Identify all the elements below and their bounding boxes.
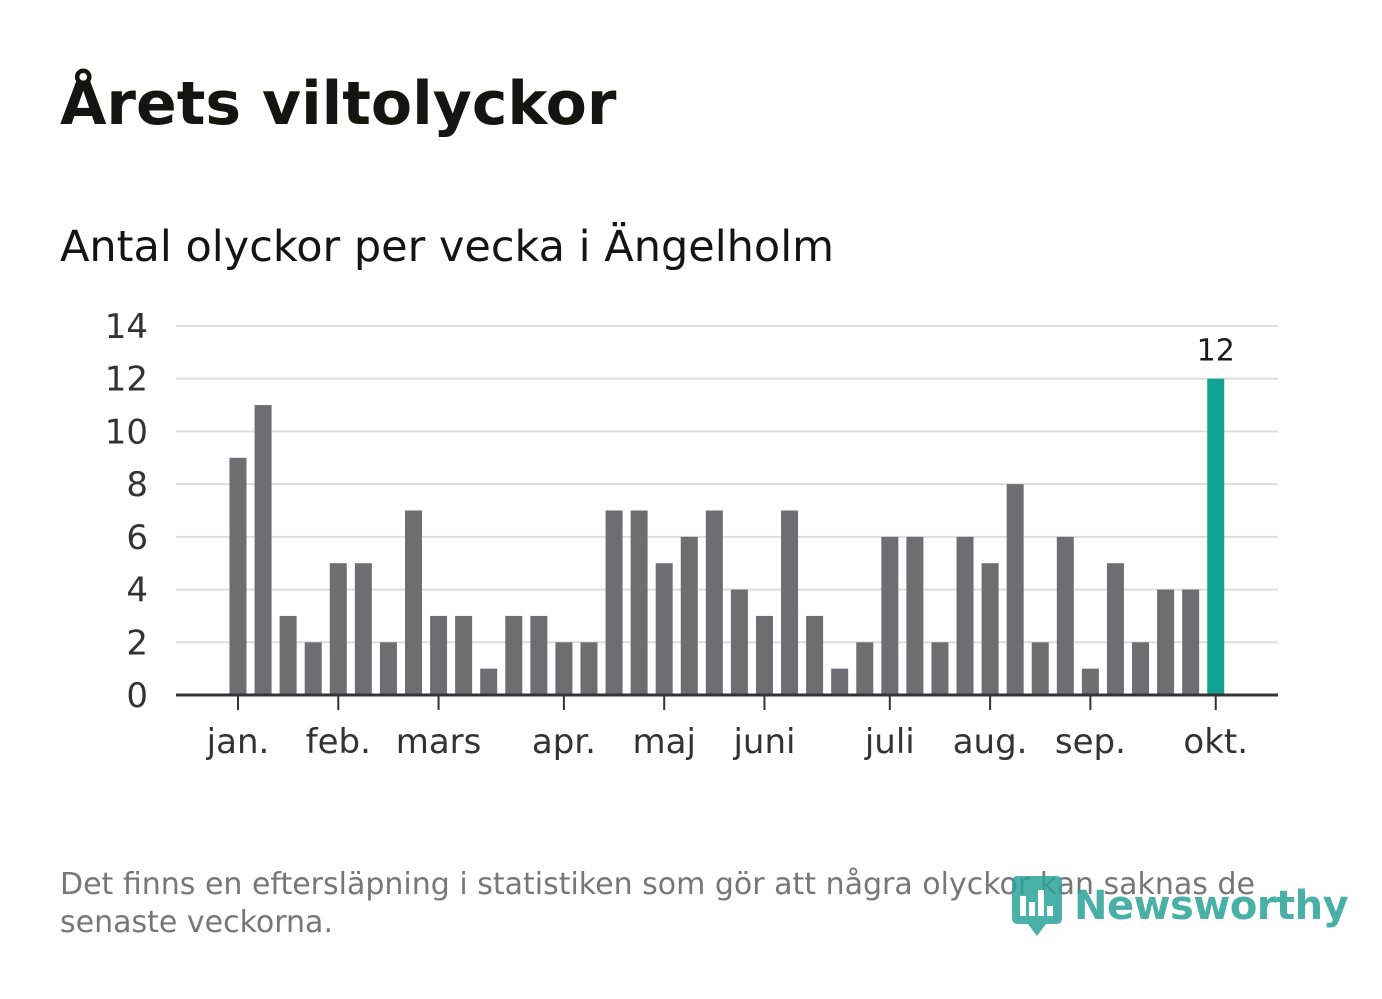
bars xyxy=(229,378,1225,695)
bar xyxy=(580,642,598,695)
bar xyxy=(630,510,648,695)
bar xyxy=(755,615,773,695)
bar xyxy=(956,536,974,695)
newsworthy-logo[interactable]: Newsworthy xyxy=(1010,874,1349,938)
newsworthy-logo-text: Newsworthy xyxy=(1074,883,1349,929)
bar xyxy=(680,536,698,695)
data-labels: 12 xyxy=(1197,334,1235,369)
bar xyxy=(1157,589,1175,695)
bar xyxy=(229,457,247,695)
bar xyxy=(981,563,999,695)
y-tick-label: 2 xyxy=(126,623,148,663)
bar xyxy=(1056,536,1074,695)
bar xyxy=(1006,484,1024,695)
bar xyxy=(781,510,799,695)
bar xyxy=(379,642,397,695)
bar xyxy=(279,615,297,695)
bar xyxy=(430,615,448,695)
bar xyxy=(404,510,422,695)
y-tick-label: 14 xyxy=(105,307,148,347)
highlight-value-label: 12 xyxy=(1197,334,1235,369)
bar xyxy=(881,536,899,695)
bar xyxy=(505,615,523,695)
bar xyxy=(455,615,473,695)
bar xyxy=(1132,642,1150,695)
bar xyxy=(931,642,949,695)
x-tick-label: sep. xyxy=(1055,722,1126,762)
y-tick-label: 10 xyxy=(105,412,148,452)
bar xyxy=(354,563,372,695)
bar xyxy=(655,563,673,695)
x-axis-ticks: jan. feb. mars apr. maj juni juli aug. sep. okt. xyxy=(206,695,1248,762)
bar xyxy=(605,510,623,695)
x-tick-label: mars xyxy=(396,722,482,762)
y-axis-ticks: 0 2 4 6 8 10 12 14 xyxy=(105,307,148,716)
bar xyxy=(329,563,347,695)
bar xyxy=(730,589,748,695)
x-tick-label: apr. xyxy=(532,722,596,762)
y-tick-label: 12 xyxy=(105,360,148,400)
y-tick-label: 4 xyxy=(126,571,148,611)
x-tick-label: juni xyxy=(732,722,795,762)
bar xyxy=(1182,589,1200,695)
bar xyxy=(906,536,924,695)
x-tick-label: feb. xyxy=(306,722,371,762)
bar-highlight xyxy=(1207,378,1225,695)
x-tick-label: aug. xyxy=(953,722,1028,762)
y-tick-label: 6 xyxy=(126,518,148,558)
bar xyxy=(1031,642,1049,695)
chart-subtitle: Antal olyckor per vecka i Ängelholm xyxy=(60,222,835,272)
bar xyxy=(304,642,322,695)
bar xyxy=(856,642,874,695)
y-tick-label: 0 xyxy=(126,676,148,716)
bar xyxy=(530,615,548,695)
bar xyxy=(831,668,849,695)
bar xyxy=(254,405,272,695)
bar xyxy=(555,642,573,695)
bar xyxy=(1106,563,1124,695)
bar xyxy=(705,510,723,695)
x-tick-label: maj xyxy=(632,722,695,762)
bar xyxy=(1081,668,1099,695)
x-tick-label: jan. xyxy=(206,722,270,762)
x-tick-label: juli xyxy=(864,722,915,762)
chart-title: Årets viltolyckor xyxy=(60,69,617,139)
newsworthy-logo-icon xyxy=(1012,876,1062,936)
y-tick-label: 8 xyxy=(126,465,148,505)
bar xyxy=(806,615,824,695)
x-tick-label: okt. xyxy=(1183,722,1248,762)
bar xyxy=(480,668,498,695)
